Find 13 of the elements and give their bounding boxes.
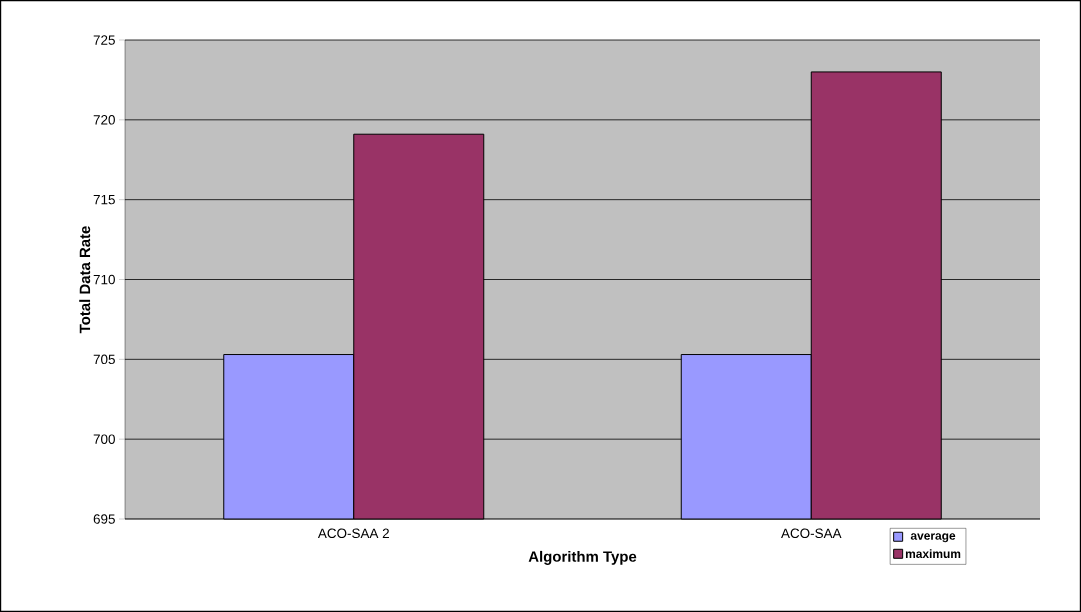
y-axis-title: Total Data Rate	[79, 226, 91, 334]
y-tick-label: 725	[93, 35, 115, 45]
y-tick-label: 715	[93, 194, 115, 205]
y-tick-label: 695	[93, 514, 115, 524]
y-tick-label: 705	[93, 354, 115, 365]
legend-label: average	[910, 533, 956, 543]
x-tick-label: ACO-SAA	[781, 528, 842, 539]
legend-label: maximum	[905, 549, 961, 558]
y-tick-label: 720	[93, 115, 115, 125]
x-tick-label: ACO-SAA 2	[317, 528, 389, 539]
y-tick-label: 700	[93, 434, 115, 444]
y-tick-label: 710	[93, 274, 115, 285]
x-axis-title: Algorithm Type	[528, 550, 637, 565]
